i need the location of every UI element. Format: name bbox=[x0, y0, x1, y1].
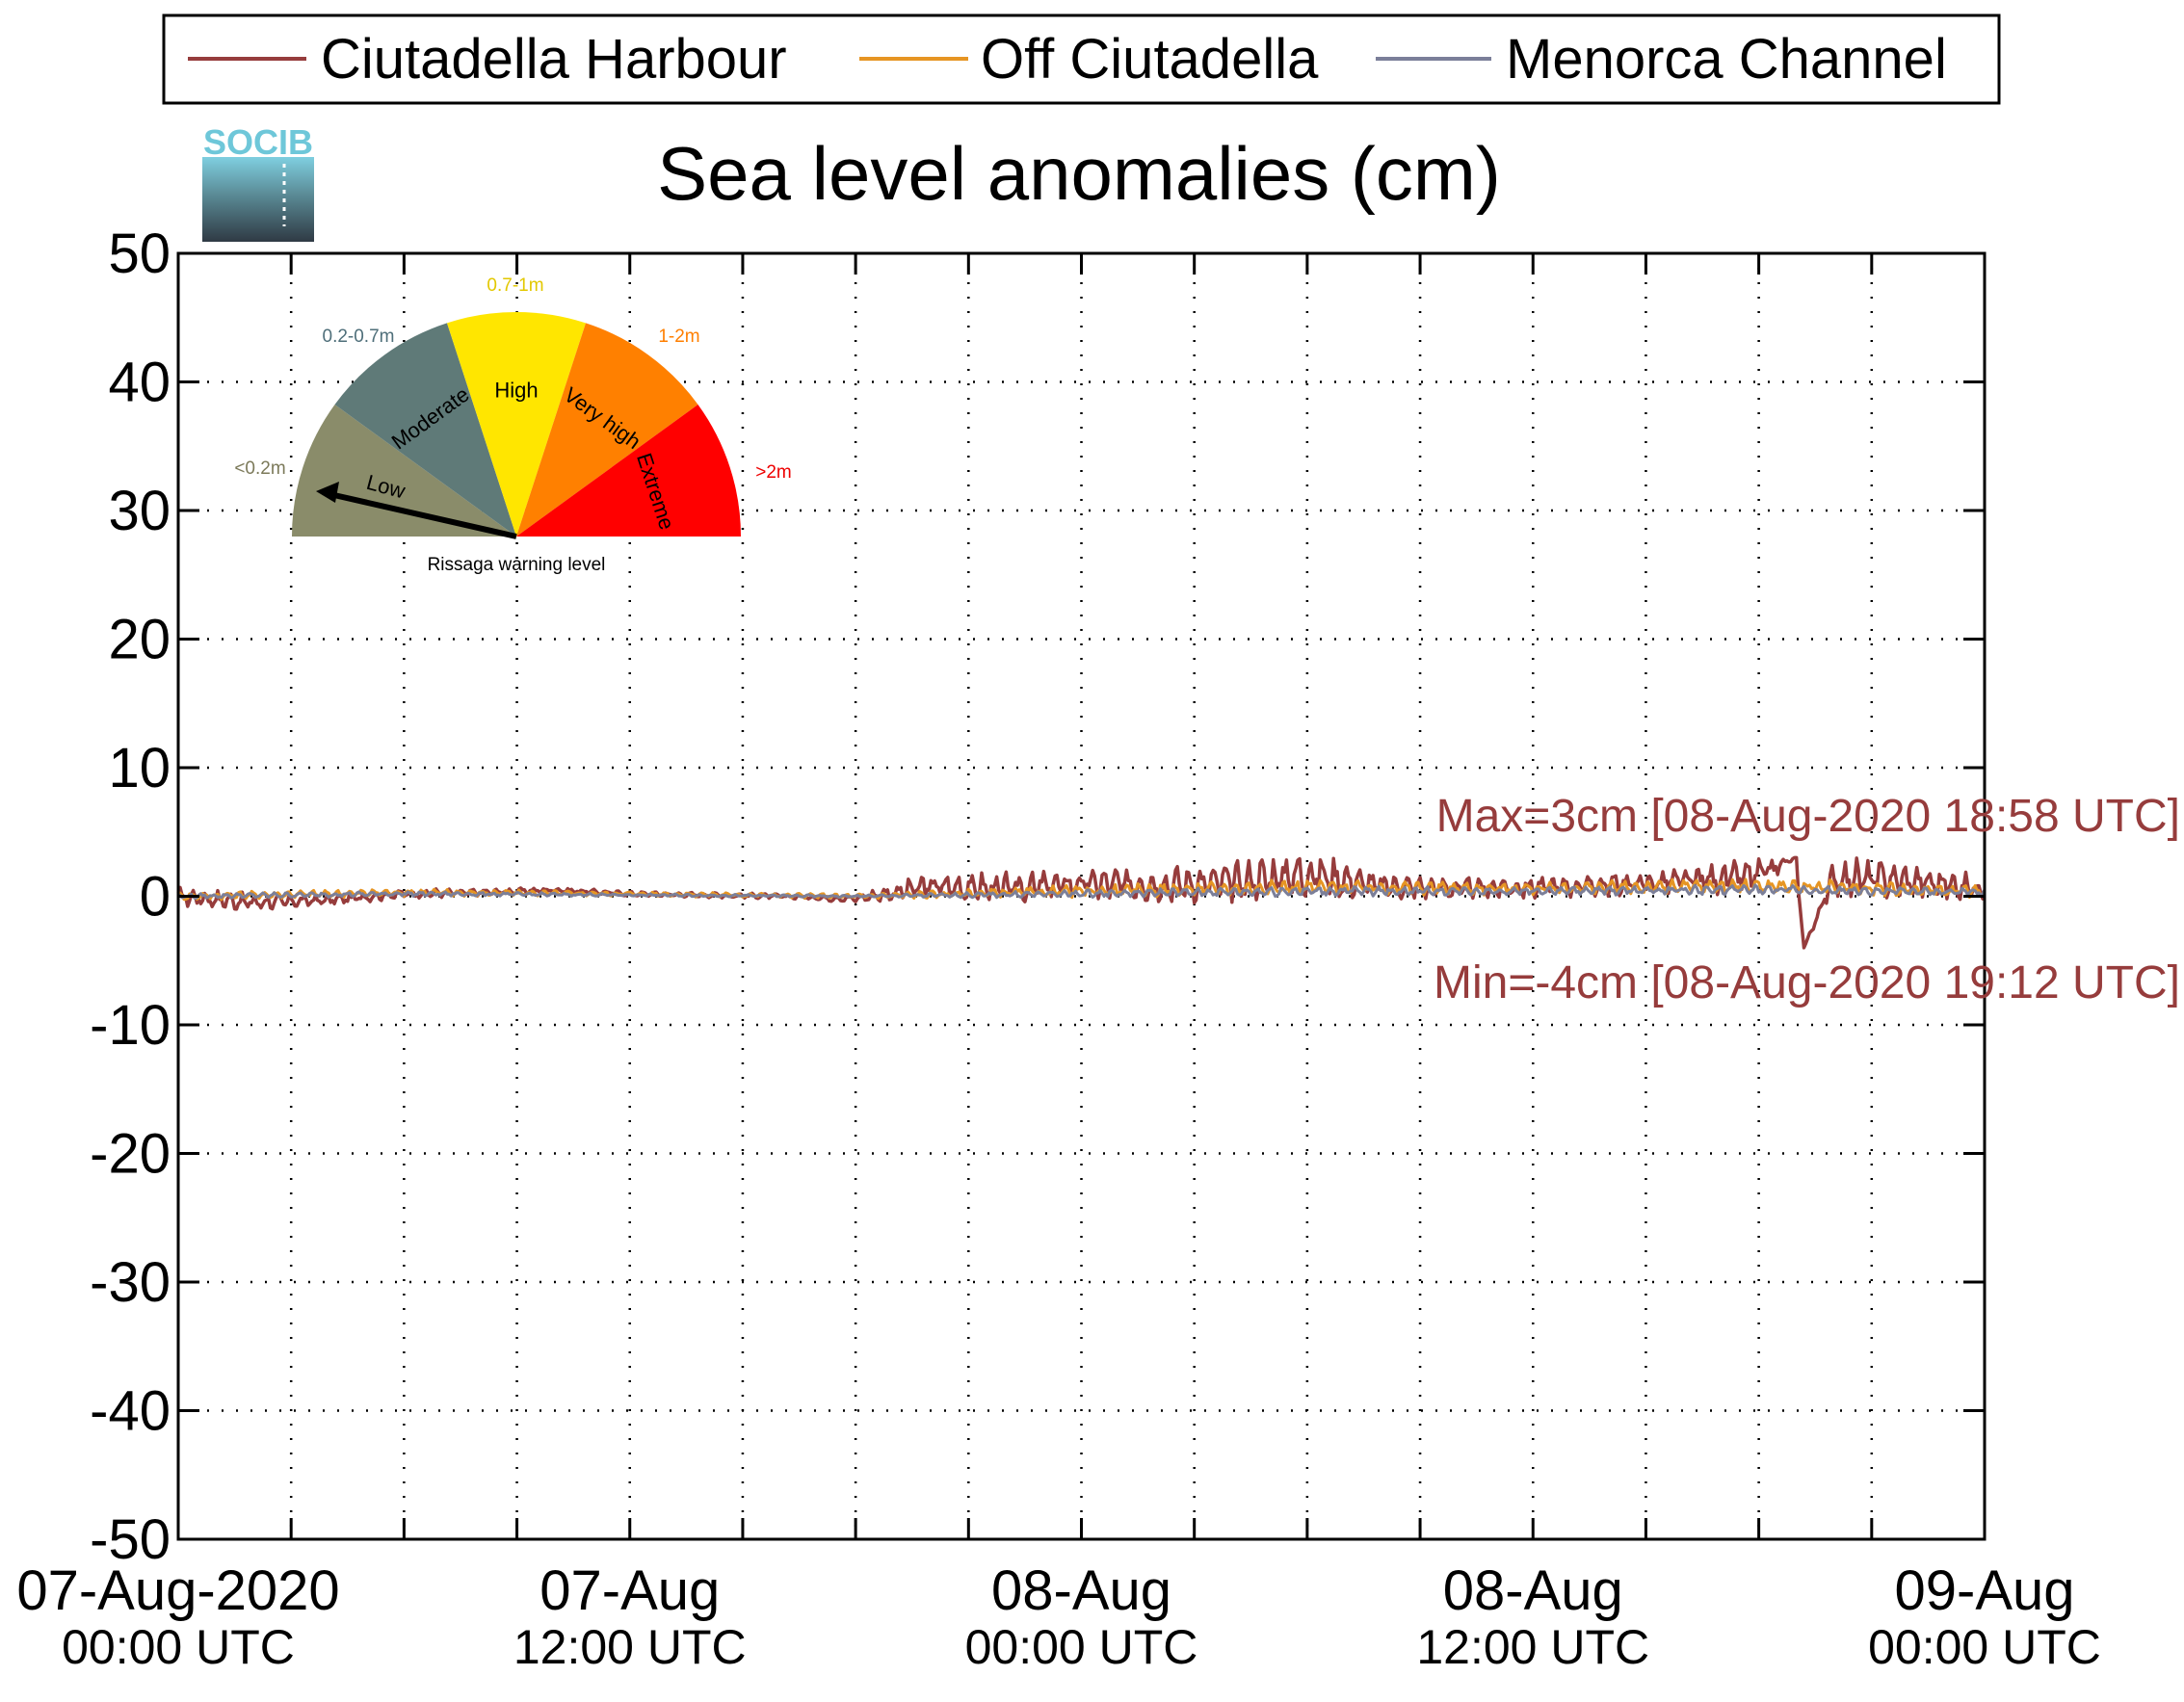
series-line-menorca-channel bbox=[177, 883, 1987, 901]
gauge-range-label: >2m bbox=[755, 462, 792, 483]
x-tick-label-date: 07-Aug bbox=[539, 1559, 720, 1622]
max-annotation: Max=3cm [08-Aug-2020 18:58 UTC] bbox=[1436, 791, 2180, 842]
gauge-range-label: 1-2m bbox=[658, 327, 699, 347]
legend: Ciutadella Harbour Off Ciutadella Menorc… bbox=[162, 13, 2001, 105]
legend-label-menorca-channel: Menorca Channel bbox=[1506, 28, 1947, 91]
socib-logo-text: SOCIB bbox=[203, 122, 313, 162]
y-axis-ticks: 50 40 30 20 10 0 -10 -20 -30 -40 -50 bbox=[90, 223, 1985, 1571]
y-tick-label: 10 bbox=[108, 737, 171, 799]
y-tick-label: 0 bbox=[140, 866, 171, 929]
y-tick-label: -50 bbox=[90, 1508, 171, 1571]
gauge-sector-low bbox=[292, 405, 516, 537]
x-tick-label-date: 08-Aug bbox=[991, 1559, 1171, 1622]
gauge-range-label: 0.2-0.7m bbox=[323, 327, 395, 347]
x-tick-label-time: 12:00 UTC bbox=[1416, 1620, 1649, 1674]
gauge-needle-arrow-icon bbox=[316, 482, 339, 503]
gauge-sector-very-high bbox=[516, 323, 698, 537]
socib-logo: SOCIB bbox=[202, 122, 314, 242]
x-tick-label-date: 07-Aug-2020 bbox=[16, 1559, 339, 1622]
x-tick-label-time: 00:00 UTC bbox=[62, 1620, 295, 1674]
gauge-sector-moderate bbox=[334, 323, 516, 537]
chart-title: Sea level anomalies (cm) bbox=[657, 131, 1501, 216]
gauge-range-label: <0.2m bbox=[234, 458, 285, 479]
y-tick-label: -10 bbox=[90, 994, 171, 1057]
gauge-needle bbox=[325, 490, 517, 539]
y-tick-label: 30 bbox=[108, 480, 171, 542]
x-tick-label-date: 08-Aug bbox=[1443, 1559, 1623, 1622]
gauge-level-label: High bbox=[494, 379, 538, 403]
y-tick-label: -40 bbox=[90, 1380, 171, 1443]
min-annotation: Min=-4cm [08-Aug-2020 19:12 UTC] bbox=[1434, 957, 2180, 1008]
gauge-title: Rissaga warning level bbox=[428, 555, 606, 575]
x-tick-label-time: 12:00 UTC bbox=[513, 1620, 747, 1674]
legend-box bbox=[162, 13, 2001, 105]
legend-label-ciutadella-harbour: Ciutadella Harbour bbox=[321, 28, 787, 91]
x-tick-label-time: 00:00 UTC bbox=[1868, 1620, 2101, 1674]
y-tick-label: -30 bbox=[90, 1251, 171, 1314]
x-tick-label-time: 00:00 UTC bbox=[965, 1620, 1198, 1674]
y-tick-label: 50 bbox=[108, 223, 171, 285]
gauge-range-label: 0.7-1m bbox=[487, 275, 543, 296]
socib-logo-gradient bbox=[202, 157, 314, 242]
y-tick-label: 20 bbox=[108, 609, 171, 671]
y-tick-label: -20 bbox=[90, 1123, 171, 1186]
legend-label-off-ciutadella: Off Ciutadella bbox=[981, 28, 1319, 91]
y-tick-label: 40 bbox=[108, 352, 171, 414]
gauge-sector-high bbox=[447, 311, 586, 537]
gauge-sector-extreme bbox=[516, 405, 741, 537]
series-lines bbox=[176, 855, 1987, 950]
x-tick-label-date: 09-Aug bbox=[1894, 1559, 2074, 1622]
